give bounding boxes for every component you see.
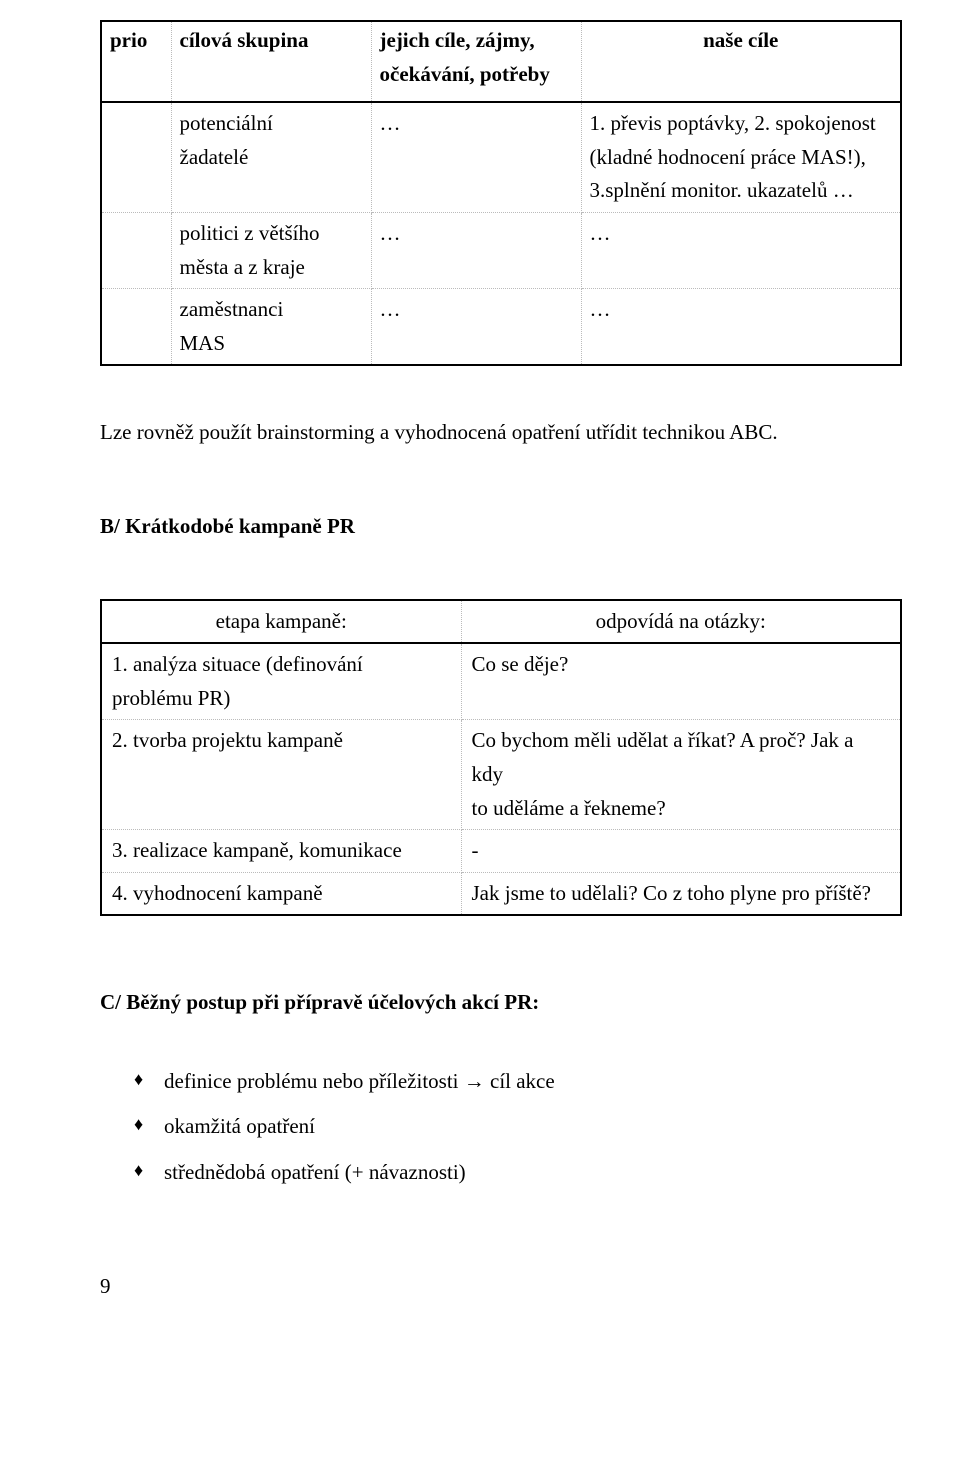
- text: to uděláme a řekneme?: [472, 796, 666, 820]
- cell-group: potenciální žadatelé: [171, 102, 371, 212]
- col-questions: odpovídá na otázky:: [461, 600, 901, 644]
- cell-group: politici z většího města a z kraje: [171, 212, 371, 288]
- cell-stage: 1. analýza situace (definování problému …: [101, 643, 461, 720]
- col-target-group: cílová skupina: [171, 21, 371, 102]
- table-row: potenciální žadatelé … 1. převis poptávk…: [101, 102, 901, 212]
- list-item: střednědobá opatření (+ návaznosti): [134, 1156, 890, 1190]
- col-our-goals: naše cíle: [581, 21, 901, 102]
- cell-ours: …: [581, 289, 901, 366]
- heading-b: B/ Krátkodobé kampaně PR: [100, 510, 890, 544]
- stakeholders-table: prio cílová skupina jejich cíle, zájmy, …: [100, 20, 902, 366]
- cell-question: Co bychom měli udělat a říkat? A proč? J…: [461, 720, 901, 830]
- steps-list: definice problému nebo příležitosti → cí…: [100, 1065, 890, 1190]
- col-their-goals-l1: jejich cíle, zájmy,: [380, 24, 573, 58]
- list-item: definice problému nebo příležitosti → cí…: [134, 1065, 890, 1099]
- table-row: 2. tvorba projektu kampaně Co bychom měl…: [101, 720, 901, 830]
- heading-c: C/ Běžný postup při přípravě účelových a…: [100, 986, 890, 1020]
- cell-prio: [101, 289, 171, 366]
- table-header-row: etapa kampaně: odpovídá na otázky:: [101, 600, 901, 644]
- cell-ours: 1. převis poptávky, 2. spokojenost (klad…: [581, 102, 901, 212]
- cell-prio: [101, 212, 171, 288]
- table-header-row: prio cílová skupina jejich cíle, zájmy, …: [101, 21, 901, 102]
- cell-theirs: …: [371, 289, 581, 366]
- table-row: politici z většího města a z kraje … …: [101, 212, 901, 288]
- text: 1. analýza situace (definování: [112, 652, 363, 676]
- list-item: okamžitá opatření: [134, 1110, 890, 1144]
- col-stage: etapa kampaně:: [101, 600, 461, 644]
- cell-stage: 3. realizace kampaně, komunikace: [101, 830, 461, 873]
- text: 1. převis poptávky, 2. spokojenost: [590, 111, 876, 135]
- cell-theirs: …: [371, 212, 581, 288]
- page-number: 9: [100, 1270, 890, 1304]
- text: města a z kraje: [180, 255, 305, 279]
- table-row: 4. vyhodnocení kampaně Jak jsme to uděla…: [101, 872, 901, 915]
- paragraph-abc: Lze rovněž použít brainstorming a vyhodn…: [100, 416, 890, 450]
- col-their-goals-l2: očekávání, potřeby: [380, 58, 573, 92]
- col-prio: prio: [101, 21, 171, 102]
- text: potenciální: [180, 111, 273, 135]
- cell-group: zaměstnanci MAS: [171, 289, 371, 366]
- cell-ours: …: [581, 212, 901, 288]
- col-their-goals: jejich cíle, zájmy, očekávání, potřeby: [371, 21, 581, 102]
- cell-stage: 2. tvorba projektu kampaně: [101, 720, 461, 830]
- text: politici z většího: [180, 221, 320, 245]
- text: MAS: [180, 331, 226, 355]
- text: žadatelé: [180, 145, 249, 169]
- text: problému PR): [112, 686, 230, 710]
- text: 3.splnění monitor. ukazatelů …: [590, 178, 854, 202]
- cell-question: Jak jsme to udělali? Co z toho plyne pro…: [461, 872, 901, 915]
- text: zaměstnanci: [180, 297, 284, 321]
- campaign-stages-table: etapa kampaně: odpovídá na otázky: 1. an…: [100, 599, 902, 917]
- cell-theirs: …: [371, 102, 581, 212]
- cell-question: -: [461, 830, 901, 873]
- table-row: zaměstnanci MAS … …: [101, 289, 901, 366]
- text: (kladné hodnocení práce MAS!),: [590, 145, 866, 169]
- cell-stage: 4. vyhodnocení kampaně: [101, 872, 461, 915]
- table-row: 1. analýza situace (definování problému …: [101, 643, 901, 720]
- cell-prio: [101, 102, 171, 212]
- table-row: 3. realizace kampaně, komunikace -: [101, 830, 901, 873]
- text: Co bychom měli udělat a říkat? A proč? J…: [472, 728, 854, 786]
- cell-question: Co se děje?: [461, 643, 901, 720]
